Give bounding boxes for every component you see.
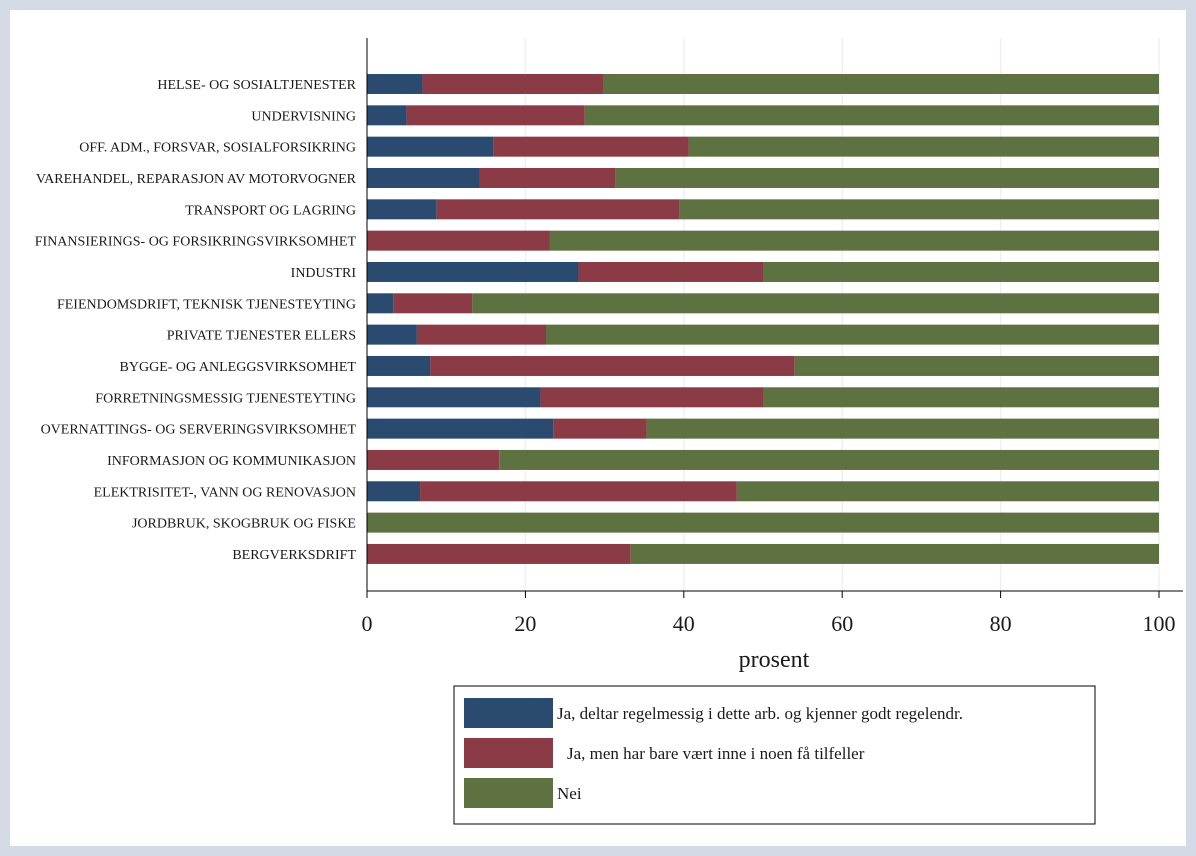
category-label: HELSE- OG SOSIALTJENESTER <box>157 78 356 93</box>
bar-segment <box>736 481 1159 502</box>
bars <box>367 74 1159 564</box>
bar-segment <box>578 261 763 282</box>
bar-segment <box>540 387 763 408</box>
x-tick-labels: 0 20 40 60 80 100 <box>362 591 1176 636</box>
bar-segment <box>615 167 1159 188</box>
bar-segment <box>549 230 1159 251</box>
bar-segment <box>406 105 585 126</box>
x-tick-label: 100 <box>1143 611 1176 636</box>
bar-segment <box>367 481 421 502</box>
bar-segment <box>646 418 1159 439</box>
bar-segment <box>436 199 680 220</box>
bar-segment <box>553 418 647 439</box>
legend-swatch <box>464 778 553 808</box>
legend-swatch <box>464 738 553 768</box>
category-label: JORDBRUK, SKOGBRUK OG FISKE <box>132 517 356 532</box>
bar-segment <box>367 324 417 345</box>
bar-segment <box>430 355 795 376</box>
bar-segment <box>630 543 1159 564</box>
bar-segment <box>545 324 1159 345</box>
bar-segment <box>367 105 407 126</box>
bar-segment <box>763 387 1159 408</box>
bar-segment <box>603 74 1159 94</box>
bar-segment <box>584 105 1159 126</box>
legend-label: Ja, men har bare vært inne i noen få til… <box>567 744 865 763</box>
category-labels: HELSE- OG SOSIALTJENESTER UNDERVISNING OFF… <box>35 78 357 563</box>
category-label: INDUSTRI <box>291 266 357 281</box>
bar-segment <box>367 387 541 408</box>
x-tick-label: 40 <box>673 611 695 636</box>
bar-segment <box>367 74 423 94</box>
bar-segment <box>688 136 1159 157</box>
category-label: TRANSPORT OG LAGRING <box>185 203 356 218</box>
bar-segment <box>794 355 1159 376</box>
category-label: OFF. ADM., FORSVAR, SOSIALFORSIKRING <box>79 141 356 156</box>
bar-segment <box>367 261 579 282</box>
bar-segment <box>499 449 1159 470</box>
bar-segment <box>367 355 431 376</box>
category-label: BERGVERKSDRIFT <box>232 548 356 563</box>
category-label: FINANSIERINGS- OG FORSIKRINGSVIRKSOMHET <box>35 235 357 250</box>
bar-segment <box>367 199 437 220</box>
bar-segment <box>367 449 500 470</box>
bar-segment <box>422 74 604 94</box>
legend-label: Ja, deltar regelmessig i dette arb. og k… <box>557 704 963 723</box>
bar-segment <box>367 512 1159 533</box>
category-label: VAREHANDEL, REPARASJON AV MOTORVOGNER <box>36 172 357 187</box>
bar-segment <box>416 324 546 345</box>
legend-box <box>453 685 1096 825</box>
axes <box>366 38 1183 592</box>
category-label: INFORMASJON OG KOMMUNIKASJON <box>107 454 356 469</box>
category-label: OVERNATTINGS- OG SERVERINGSVIRKSOMHET <box>41 423 357 438</box>
bar-segment <box>367 293 394 314</box>
bar-segment <box>479 167 616 188</box>
category-label: BYGGE- OG ANLEGGSVIRKSOMHET <box>120 360 357 375</box>
category-label: FEIENDOMSDRIFT, TEKNISK TJENESTEYTING <box>57 297 356 312</box>
category-label: ELEKTRISITET-, VANN OG RENOVASJON <box>94 485 356 500</box>
x-tick-label: 80 <box>990 611 1012 636</box>
bar-segment <box>367 418 554 439</box>
bar-segment <box>763 261 1159 282</box>
bar-segment <box>367 167 480 188</box>
bar-segment <box>472 293 1159 314</box>
x-tick-label: 0 <box>362 611 373 636</box>
bar-segment <box>367 230 550 251</box>
category-label: FORRETNINGSMESSIG TJENESTEYTING <box>95 391 356 406</box>
bar-segment <box>420 481 737 502</box>
bar-segment <box>679 199 1159 220</box>
bar-segment <box>367 136 494 157</box>
bar-segment <box>493 136 689 157</box>
legend-swatch <box>464 698 553 728</box>
legend: Ja, deltar regelmessig i dette arb. og k… <box>453 685 1096 825</box>
legend-label: Nei <box>557 784 582 803</box>
bar-segment <box>393 293 473 314</box>
x-axis-title: prosent <box>739 647 810 673</box>
stacked-bar-chart: HELSE- OG SOSIALTJENESTER UNDERVISNING OFF… <box>35 38 1183 825</box>
chart-panel: HELSE- OG SOSIALTJENESTER UNDERVISNING OFF… <box>10 10 1186 846</box>
category-label: PRIVATE TJENESTER ELLERS <box>167 329 356 344</box>
x-tick-label: 20 <box>514 611 536 636</box>
category-label: UNDERVISNING <box>251 109 356 124</box>
x-tick-label: 60 <box>831 611 853 636</box>
bar-segment <box>367 543 631 564</box>
